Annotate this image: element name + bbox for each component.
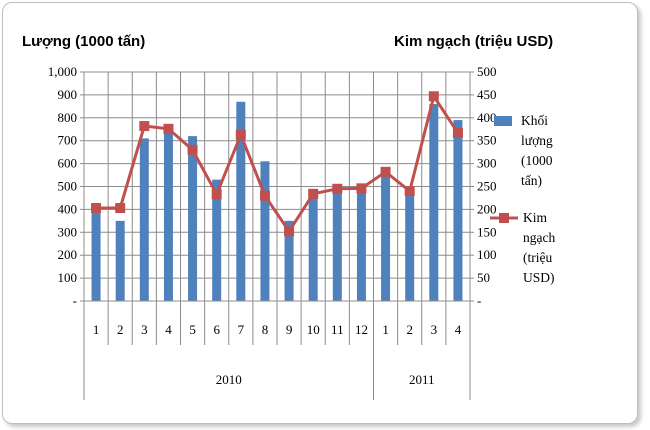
x-tick-label: 2	[406, 322, 413, 337]
right-tick-label: 50	[477, 270, 490, 285]
line-marker	[404, 186, 415, 197]
line-marker	[428, 91, 439, 102]
x-tick-label: 9	[286, 322, 293, 337]
left-tick-label: 300	[58, 224, 78, 239]
x-group-label: 2010	[216, 372, 242, 387]
line-marker	[452, 127, 463, 138]
right-axis-title: Kim ngạch (triệu USD)	[394, 33, 553, 50]
x-tick-label: 1	[382, 322, 389, 337]
legend-label-line: Kim	[523, 210, 548, 225]
bar	[284, 220, 294, 301]
bar	[139, 138, 149, 301]
bar	[381, 168, 391, 301]
legend-label-line: ngạch	[523, 230, 555, 245]
right-tick-label: 250	[477, 179, 497, 194]
bar	[405, 193, 415, 301]
legend-label-line: (triệu	[523, 250, 552, 265]
x-tick-label: 7	[238, 322, 245, 337]
x-tick-label: 1	[93, 322, 100, 337]
x-tick-label: 12	[355, 322, 368, 337]
left-tick-label: 900	[58, 87, 78, 102]
line-marker	[235, 129, 246, 140]
bar	[260, 161, 270, 301]
left-axis-title: Lượng (1000 tấn)	[22, 33, 145, 50]
right-tick-label: 450	[477, 87, 497, 102]
bar	[308, 195, 318, 301]
x-tick-label: 3	[141, 322, 148, 337]
bar	[356, 191, 366, 301]
line-marker	[211, 189, 222, 200]
legend-label-bars: (1000	[521, 153, 553, 168]
line-marker	[115, 203, 126, 214]
bar	[188, 136, 198, 301]
line-marker	[356, 183, 367, 194]
right-tick-label: 100	[477, 247, 497, 262]
x-tick-label: 2	[117, 322, 124, 337]
left-tick-label: 400	[58, 201, 78, 216]
legend: Khối lượng (1000 tấn) Kim ngạch (triệu USD)	[490, 113, 555, 285]
bar	[429, 104, 439, 301]
bar	[163, 126, 173, 302]
left-tick-label: 700	[58, 133, 78, 148]
bar	[332, 191, 342, 301]
left-tick-label: 1,000	[48, 64, 77, 79]
series-line	[96, 92, 460, 235]
right-tick-label: 200	[477, 201, 497, 216]
x-tick-label: 6	[213, 322, 220, 337]
left-tick-label: 500	[58, 179, 78, 194]
bar	[212, 179, 222, 301]
legend-label-bars: tấn)	[521, 173, 542, 188]
left-tick-label: 600	[58, 156, 78, 171]
right-tick-label: -	[477, 293, 481, 308]
x-tick-label: 8	[262, 322, 269, 337]
left-tick-label: 800	[58, 110, 78, 125]
x-tick-label: 5	[189, 322, 196, 337]
left-tick-label: 100	[58, 270, 78, 285]
x-tick-label: 4	[455, 322, 462, 337]
line-marker	[187, 144, 198, 155]
line-marker	[284, 226, 295, 237]
x-tick-label: 10	[307, 322, 320, 337]
right-tick-label: 300	[477, 156, 497, 171]
right-tick-label: 500	[477, 64, 497, 79]
left-tick-label: 200	[58, 247, 78, 262]
line-marker	[139, 121, 150, 132]
line-marker	[308, 188, 319, 199]
x-tick-label: 11	[331, 322, 344, 337]
line-marker	[259, 190, 270, 201]
right-tick-label: 350	[477, 133, 497, 148]
legend-label-line: USD)	[523, 270, 555, 285]
legend-label-bars: lượng	[521, 133, 553, 148]
bar	[453, 120, 463, 301]
x-tick-label: 4	[165, 322, 172, 337]
bar	[91, 209, 101, 301]
line-marker	[380, 166, 391, 177]
bar-series-khoi-luong	[91, 101, 463, 302]
legend-marker-line	[499, 213, 509, 223]
line-series-kim-ngach	[91, 91, 463, 237]
legend-label-bars: Khối	[521, 113, 548, 128]
axes	[80, 71, 474, 400]
line-marker	[163, 123, 174, 134]
bar	[236, 101, 246, 302]
line-marker	[332, 183, 343, 194]
bar	[115, 220, 125, 301]
x-group-label: 2011	[409, 372, 435, 387]
right-tick-label: 150	[477, 224, 497, 239]
tick-labels: - - 100 50 200 100 300 150 400 200 500 250 600 300 700…	[48, 64, 497, 387]
x-tick-label: 3	[431, 322, 438, 337]
left-tick-label: -	[73, 293, 77, 308]
right-tick-label: 400	[477, 110, 497, 125]
legend-swatch-bars	[494, 116, 512, 126]
line-marker	[91, 203, 102, 214]
